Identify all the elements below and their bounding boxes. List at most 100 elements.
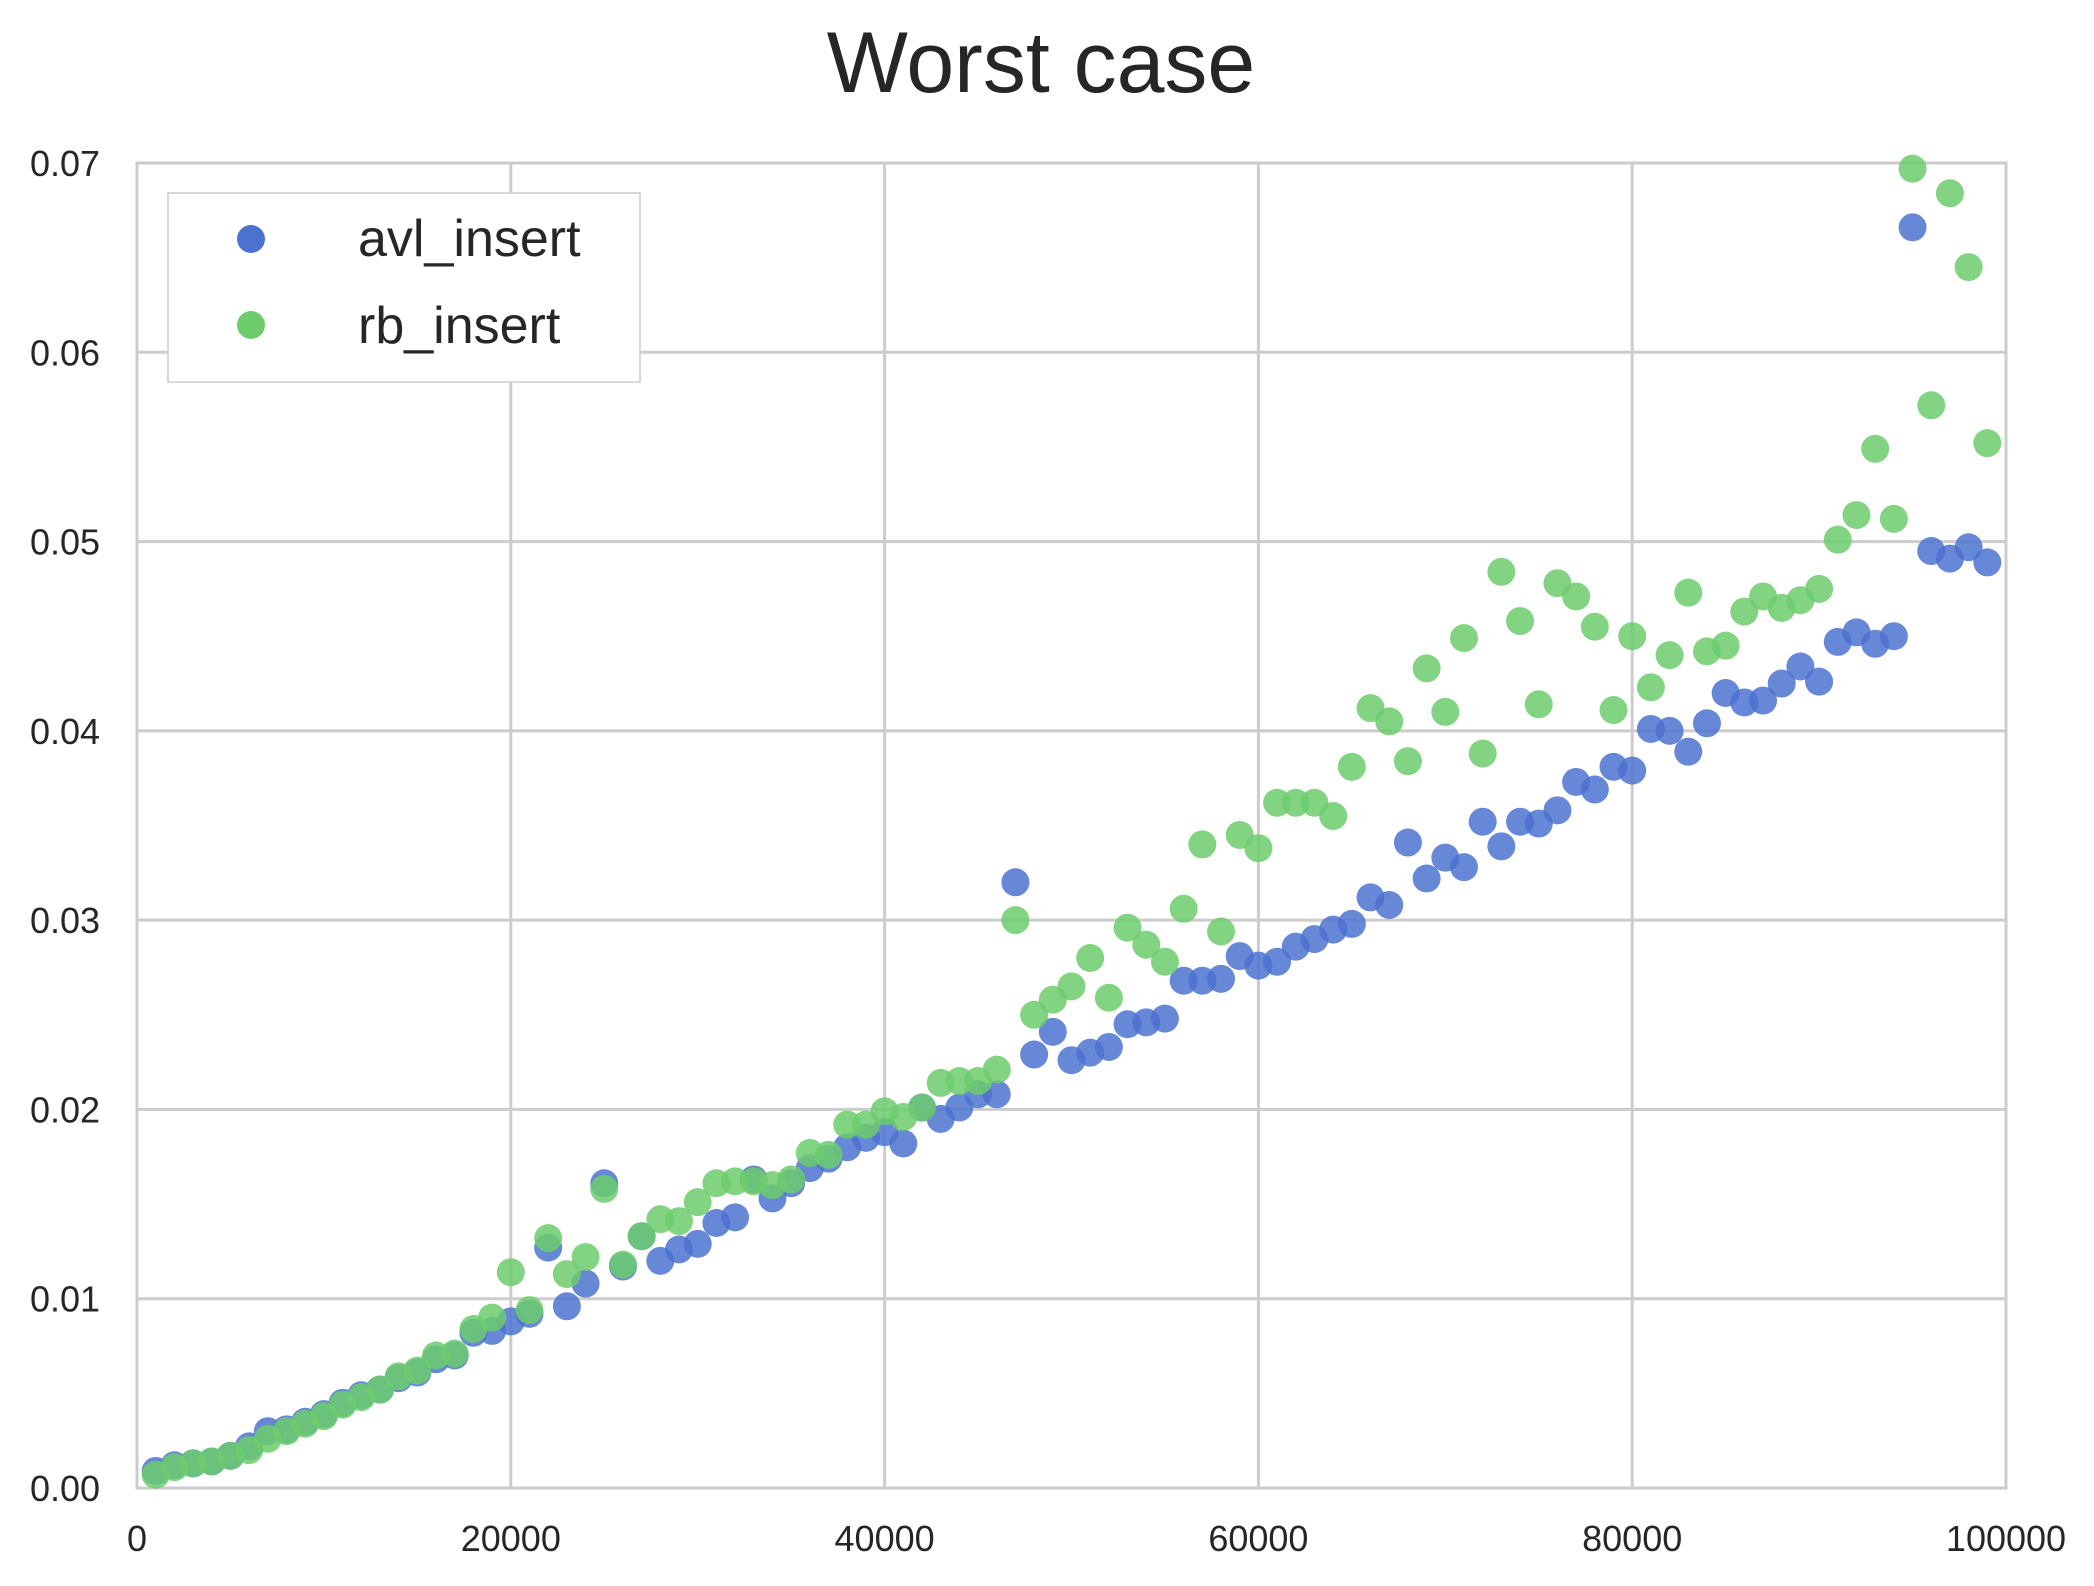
point-avl-insert (1618, 756, 1647, 785)
point-rb-insert (515, 1296, 544, 1325)
point-avl-insert (1655, 716, 1684, 745)
point-rb-insert (1636, 673, 1665, 702)
point-rb-insert (440, 1339, 469, 1368)
point-avl-insert (1468, 807, 1497, 836)
y-tick-label: 0.01 (30, 1279, 100, 1320)
point-avl-insert (1674, 737, 1703, 766)
point-rb-insert (1861, 434, 1890, 463)
point-rb-insert (814, 1140, 843, 1169)
point-rb-insert (1805, 574, 1834, 603)
point-rb-insert (1132, 930, 1161, 959)
point-rb-insert (534, 1224, 563, 1253)
point-rb-insert (1468, 739, 1497, 768)
point-avl-insert (1375, 891, 1404, 919)
point-rb-insert (1412, 654, 1441, 683)
point-rb-insert (1655, 641, 1684, 670)
x-tick-label: 80000 (1582, 1518, 1682, 1559)
point-rb-insert (1094, 983, 1123, 1012)
y-tick-label: 0.02 (30, 1089, 100, 1130)
point-avl-insert (1692, 709, 1721, 738)
point-rb-insert (403, 1356, 432, 1385)
point-rb-insert (1393, 747, 1422, 776)
point-rb-insert (1188, 830, 1217, 859)
point-avl-insert (1767, 669, 1796, 698)
point-rb-insert (1562, 582, 1591, 611)
point-rb-insert (1020, 1000, 1049, 1029)
point-avl-insert (1449, 853, 1478, 882)
point-avl-insert (1580, 775, 1609, 804)
point-rb-insert (1113, 913, 1142, 942)
point-rb-insert (1711, 631, 1740, 660)
point-rb-insert (1618, 622, 1647, 651)
x-tick-label: 40000 (835, 1518, 935, 1559)
point-rb-insert (627, 1222, 656, 1251)
point-avl-insert (1749, 686, 1778, 715)
point-avl-insert (889, 1129, 918, 1158)
point-rb-insert (608, 1250, 637, 1279)
point-rb-insert (1580, 612, 1609, 641)
point-rb-insert (1935, 179, 1964, 208)
series-rb-insert (141, 154, 2002, 1489)
point-avl-insert (1954, 533, 1983, 562)
y-tick-label: 0.00 (30, 1468, 100, 1509)
point-avl-insert (1094, 1032, 1123, 1061)
y-axis-ticks: 0.00 0.01 0.02 0.03 0.04 0.05 0.06 0.07 (30, 143, 100, 1509)
legend-marker-avl-insert (237, 225, 265, 253)
point-rb-insert (1337, 752, 1366, 781)
point-rb-insert (571, 1243, 600, 1272)
point-rb-insert (1375, 707, 1404, 736)
point-avl-insert (1805, 667, 1834, 696)
point-rb-insert (1319, 802, 1348, 831)
x-axis-ticks: 0 20000 40000 60000 80000 100000 (127, 1518, 2066, 1559)
point-rb-insert (1674, 578, 1703, 607)
point-avl-insert (1150, 1004, 1179, 1033)
point-rb-insert (1954, 253, 1983, 282)
point-rb-insert (496, 1258, 525, 1287)
point-avl-insert (552, 1292, 581, 1321)
point-rb-insert (665, 1207, 694, 1236)
legend-marker-rb-insert (237, 311, 265, 339)
y-tick-label: 0.07 (30, 143, 100, 184)
point-avl-insert (1543, 796, 1572, 825)
point-avl-insert (1038, 1017, 1067, 1046)
point-rb-insert (1917, 391, 1946, 420)
point-rb-insert (683, 1188, 712, 1217)
point-rb-insert (1487, 557, 1516, 586)
point-rb-insert (1001, 906, 1030, 935)
point-rb-insert (1730, 597, 1759, 626)
point-rb-insert (1431, 697, 1460, 726)
point-avl-insert (1020, 1040, 1049, 1069)
point-avl-insert (1412, 864, 1441, 893)
point-rb-insert (552, 1260, 581, 1289)
y-tick-label: 0.06 (30, 332, 100, 373)
y-tick-label: 0.04 (30, 711, 100, 752)
legend-box (167, 192, 641, 383)
point-avl-insert (721, 1203, 750, 1232)
point-rb-insert (1842, 501, 1871, 530)
point-rb-insert (1823, 525, 1852, 554)
point-rb-insert (1506, 607, 1535, 636)
point-rb-insert (1150, 947, 1179, 976)
point-rb-insert (590, 1174, 619, 1203)
point-rb-insert (1207, 917, 1236, 946)
point-avl-insert (1487, 832, 1516, 861)
point-rb-insert (1244, 834, 1273, 863)
chart-title: Worst case (827, 15, 1256, 111)
point-rb-insert (1057, 972, 1086, 1001)
point-rb-insert (1599, 696, 1628, 725)
point-rb-insert (1879, 504, 1908, 533)
legend-label-avl-insert: avl_insert (358, 210, 581, 268)
point-rb-insert (1449, 624, 1478, 653)
x-tick-label: 20000 (461, 1518, 561, 1559)
legend: avl_insert rb_insert (167, 192, 641, 383)
point-avl-insert (1001, 868, 1030, 897)
point-avl-insert (1973, 548, 2002, 577)
point-rb-insert (1524, 690, 1553, 719)
data-points (141, 154, 2002, 1489)
point-rb-insert (478, 1303, 507, 1332)
point-avl-insert (1337, 909, 1366, 938)
point-rb-insert (1898, 154, 1927, 183)
plot-area-frame (135, 161, 2008, 1490)
legend-label-rb-insert: rb_insert (358, 297, 561, 355)
